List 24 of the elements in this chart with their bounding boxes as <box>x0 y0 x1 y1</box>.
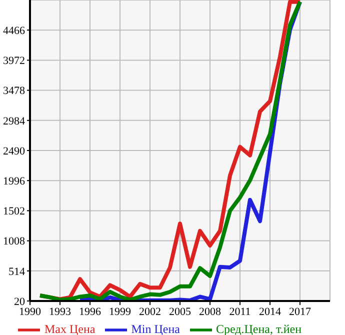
y-tick-label: 514 <box>8 266 26 278</box>
legend-label: Min Цена <box>131 322 180 335</box>
x-tick-label: 2017 <box>289 306 312 318</box>
x-tick-label: 2008 <box>199 306 222 318</box>
x-tick-label: 2005 <box>169 306 192 318</box>
x-tick-label: 2011 <box>229 306 251 318</box>
y-tick-label: 1008 <box>3 236 26 248</box>
x-tick-label: 1990 <box>19 306 42 318</box>
y-tick-label: 20 <box>14 296 26 308</box>
y-tick-label: 4466 <box>3 25 26 38</box>
y-tick-label: 3478 <box>3 85 26 98</box>
x-tick-label: 1993 <box>49 306 72 318</box>
y-tick-label: 2490 <box>3 145 26 158</box>
x-tick-label: 2014 <box>259 306 282 318</box>
y-tick-label: 3972 <box>3 55 25 68</box>
legend-label: Max Цена <box>44 322 96 335</box>
line-series <box>38 0 302 301</box>
legend-label: Сред.Цена, т.йен <box>216 322 302 335</box>
y-tick-label: 1502 <box>3 206 25 218</box>
y-tick-label: 1996 <box>3 176 26 188</box>
x-tick-label: 1999 <box>109 306 132 318</box>
x-tick-label: 1996 <box>79 306 102 318</box>
x-tick-label: 2002 <box>139 306 161 318</box>
y-tick-label: 2984 <box>3 115 26 128</box>
